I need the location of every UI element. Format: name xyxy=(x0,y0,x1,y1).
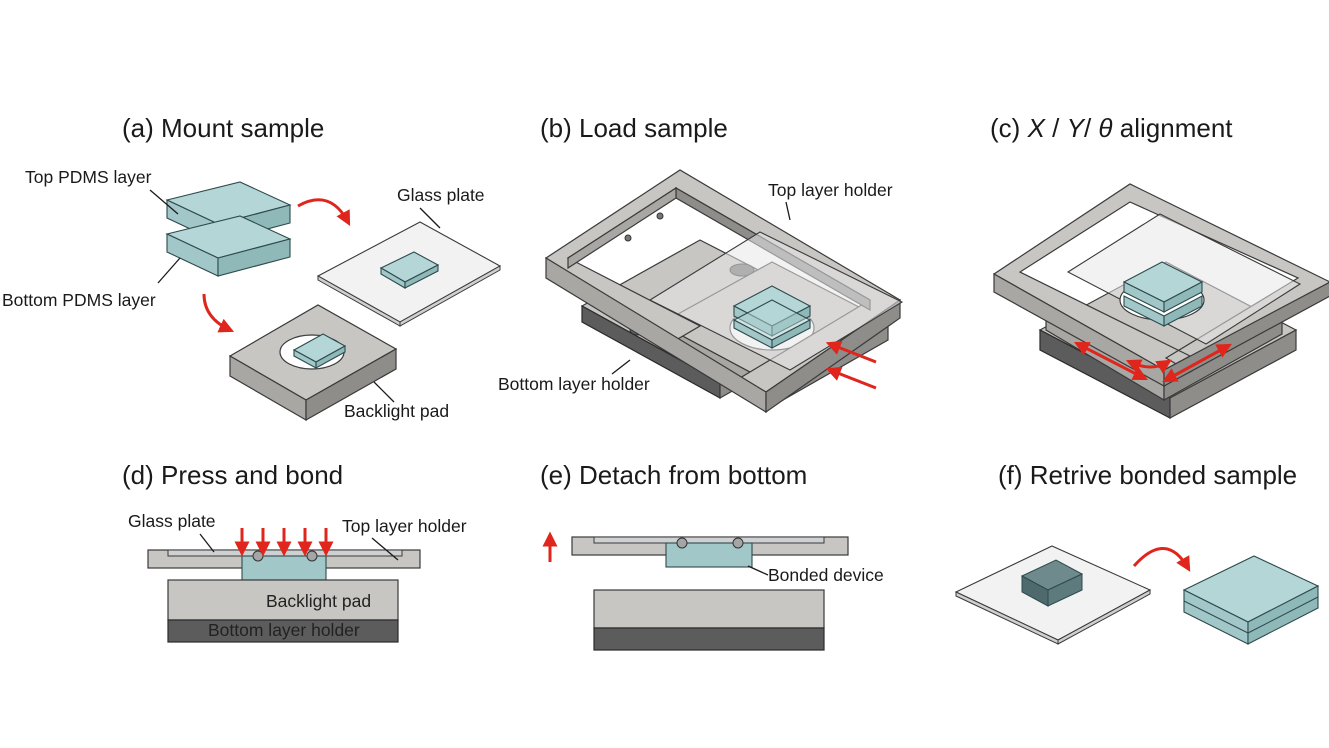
panel-e-title: (e) Detach from bottom xyxy=(540,460,807,490)
panel-d-title: (d) Press and bond xyxy=(122,460,343,490)
label-backlight-pad-a: Backlight pad xyxy=(344,401,449,421)
assembly-c xyxy=(992,183,1329,420)
label-backlight-pad-d: Backlight pad xyxy=(266,591,371,611)
panel-b: (b) Load sample xyxy=(498,113,904,414)
panel-c-title: (c) X / Y/ θ alignment xyxy=(990,113,1233,143)
label-top-holder-d: Top layer holder xyxy=(342,516,467,536)
label-bottom-pdms: Bottom PDMS layer xyxy=(2,290,156,310)
label-bottom-holder-b: Bottom layer holder xyxy=(498,374,650,394)
label-glass-plate-a: Glass plate xyxy=(397,185,485,205)
panel-f: (f) Retrive bonded sample xyxy=(954,460,1320,645)
arrow-slide-2-icon xyxy=(825,366,877,390)
backlight-pad-e xyxy=(593,589,825,629)
label-bonded-device: Bonded device xyxy=(768,565,884,585)
arrow-y-icon xyxy=(1162,343,1232,383)
glass-plate-e xyxy=(593,536,825,544)
retrieve-arrow-icon xyxy=(1132,547,1191,572)
arrow-to-pad-icon xyxy=(202,293,235,333)
bonded-sample-f xyxy=(1182,555,1320,645)
arrow-slide-1-icon xyxy=(825,340,877,364)
glass-plate-a xyxy=(316,221,502,327)
bottom-pdms-block xyxy=(165,215,292,277)
glass-plate-f xyxy=(954,545,1152,645)
panel-a: (a) Mount sample Top PDMS layer Bottom P… xyxy=(2,113,502,422)
panel-d: (d) Press and bond Glass plate Top layer… xyxy=(122,460,467,643)
panel-f-title: (f) Retrive bonded sample xyxy=(998,460,1297,490)
label-bottom-holder-d: Bottom layer holder xyxy=(208,620,360,640)
panel-a-title: (a) Mount sample xyxy=(122,113,324,143)
backlight-pad-a xyxy=(228,304,398,422)
label-top-pdms: Top PDMS layer xyxy=(25,167,152,187)
arrow-theta-icon xyxy=(1125,359,1172,374)
bottom-holder-d xyxy=(167,619,399,643)
arrow-to-glass-icon xyxy=(297,198,351,226)
sample-stack-b xyxy=(732,285,812,349)
label-glass-plate-d: Glass plate xyxy=(128,511,216,531)
label-top-holder-b: Top layer holder xyxy=(768,180,893,200)
panel-b-title: (b) Load sample xyxy=(540,113,728,143)
panel-c: (c) X / Y/ θ alignment xyxy=(990,113,1329,420)
panel-e: (e) Detach from bottom Bonded device xyxy=(540,460,884,651)
bottom-holder-e xyxy=(593,627,825,651)
